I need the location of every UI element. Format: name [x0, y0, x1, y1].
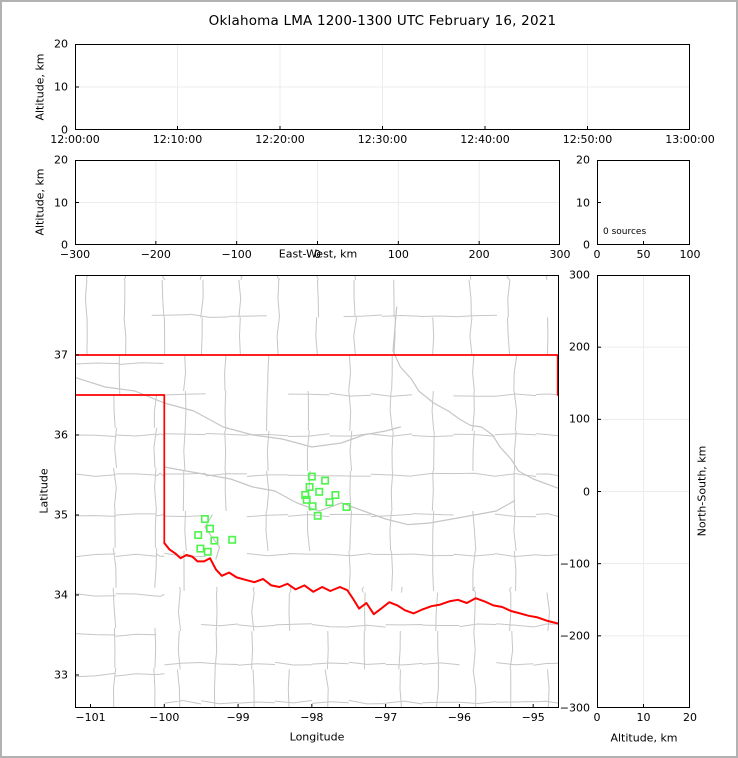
lma-station-marker: [196, 544, 205, 553]
tick-label: −100: [221, 248, 252, 261]
tick-label: −200: [140, 248, 171, 261]
county-boundaries: [84, 275, 549, 356]
county-boundaries: [75, 394, 165, 708]
county-boundaries: [164, 354, 559, 592]
tick-label: 100: [387, 248, 409, 261]
tick-label: 36: [54, 428, 68, 442]
lma-station-marker: [194, 530, 203, 539]
lma-station-marker: [325, 498, 334, 507]
tick-label: −95: [521, 711, 545, 724]
lma-station-marker: [342, 503, 351, 512]
tick-label: −101: [75, 711, 106, 724]
tick-label: 50: [636, 248, 651, 261]
tick-label: 200: [468, 248, 490, 261]
x-axis-label-longitude: Longitude: [289, 730, 345, 744]
tick-label: 33: [54, 668, 68, 682]
tick-label: 12:40:00: [460, 133, 510, 146]
tick-label: 100: [679, 248, 701, 261]
tick-label: 12:30:00: [357, 133, 408, 146]
tick-label: −97: [374, 711, 398, 724]
river-gray: [392, 306, 559, 490]
source-count-annotation: 0 sources: [603, 227, 647, 237]
lma-station-marker: [313, 511, 322, 520]
lma-station-marker: [302, 495, 311, 504]
tick-label: 20: [576, 153, 590, 167]
lma-station-marker: [203, 547, 212, 556]
tick-label: 10: [54, 196, 68, 209]
tick-label: 12:20:00: [255, 133, 305, 146]
lma-station-marker: [307, 472, 316, 481]
tick-label: 34: [54, 588, 68, 602]
tick-label: −96: [447, 711, 471, 724]
tick-label: 12:00:00: [50, 133, 100, 146]
tick-label: 200: [569, 340, 590, 354]
panel-northsouth-height: [597, 275, 690, 708]
tick-label: 10: [54, 80, 68, 94]
panel-time-height: [75, 44, 690, 130]
y-axis-label-time-height: Altitude, km: [33, 53, 47, 121]
county-boundaries: [75, 354, 164, 396]
county-boundaries: [164, 586, 559, 708]
lma-station-marker: [301, 491, 310, 500]
river-gray: [163, 466, 516, 526]
figure-title: Oklahoma LMA 1200-1300 UTC February 16, …: [208, 13, 557, 29]
tick-label: −300: [59, 248, 91, 261]
tick-label: 0: [61, 123, 68, 137]
tick-label: −100: [149, 711, 180, 724]
panel-eastwest-height: [75, 160, 560, 245]
tick-label: 300: [549, 248, 571, 261]
lma-station-marker: [206, 524, 215, 533]
tick-label: 0: [593, 711, 601, 724]
lma-station-marker: [315, 487, 324, 496]
y-axis-label-eastwest-height: Altitude, km: [33, 168, 47, 236]
y-axis-label-latitude: Latitude: [37, 468, 51, 514]
tick-label: 12:10:00: [152, 133, 203, 146]
y-axis-label-northsouth: North-South, km: [695, 445, 709, 537]
x-axis-label-eastwest: East-West, km: [278, 247, 358, 261]
tick-label: 0: [61, 238, 68, 252]
lma-station-marker: [200, 515, 209, 524]
panel-source-histogram: [597, 160, 690, 245]
river-gray: [75, 376, 401, 448]
tick-label: −300: [559, 701, 590, 715]
tick-label: −100: [559, 557, 590, 571]
lma-station-marker: [321, 476, 330, 485]
x-axis-label-altitude: Altitude, km: [610, 731, 678, 745]
tick-label: 13:00:00: [665, 133, 715, 146]
tick-label: 20: [54, 37, 68, 51]
tick-label: 100: [569, 412, 590, 426]
lma-station-marker: [308, 502, 317, 511]
tick-label: 12:50:00: [562, 133, 613, 146]
tick-label: −99: [226, 711, 250, 724]
tick-label: 20: [683, 711, 697, 724]
panel-map: [75, 275, 559, 708]
tick-label: 0: [314, 248, 321, 261]
tick-label: 0: [583, 485, 590, 498]
tick-label: 20: [54, 153, 68, 167]
lma-station-marker: [228, 535, 237, 544]
oklahoma-state-border: [75, 354, 559, 396]
tick-label: 0: [583, 238, 590, 252]
tick-label: 37: [54, 348, 68, 362]
oklahoma-state-border: [75, 394, 166, 544]
tick-label: −200: [559, 629, 590, 643]
tick-label: 300: [569, 268, 590, 282]
tick-label: 10: [576, 196, 590, 209]
tick-label: 10: [636, 711, 651, 724]
lma-station-marker: [331, 491, 340, 500]
red-river-border: [163, 542, 559, 625]
tick-label: 0: [593, 248, 601, 261]
lma-station-marker: [210, 536, 219, 545]
tick-label: −98: [300, 711, 324, 724]
tick-label: 35: [54, 508, 68, 522]
lma-station-marker: [305, 483, 314, 492]
